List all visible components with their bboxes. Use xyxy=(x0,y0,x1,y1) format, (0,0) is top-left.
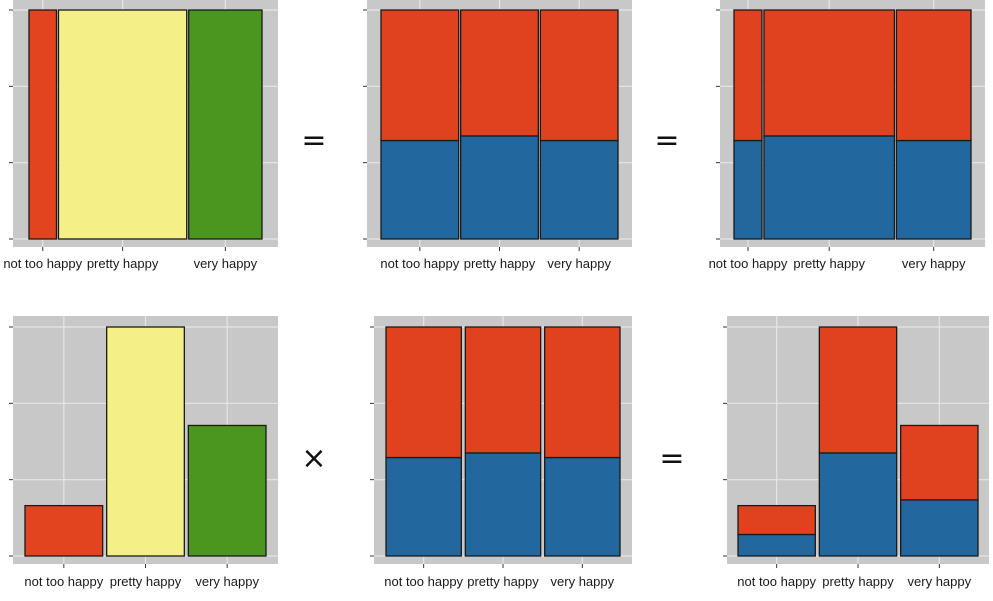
bottom-middle-x-tick-label: pretty happy xyxy=(467,574,539,589)
bottom-right-x-tick-label: not too happy xyxy=(737,574,816,589)
bottom-left-bar-all-very-happy xyxy=(187,424,267,557)
top-right-bar-top-very-happy xyxy=(895,9,972,142)
top-middle-bar-top-not-too-happy xyxy=(380,9,460,142)
bottom-left-bar-all-pretty-happy xyxy=(106,326,185,557)
top-right-bar-bottom-very-happy xyxy=(895,139,972,240)
top-right-x-tick-label: not too happy xyxy=(709,256,788,271)
bottom-left-x-tick-label: not too happy xyxy=(24,574,103,589)
top-left-x-tick-label: not too happy xyxy=(3,256,82,271)
bottom-middle-bar-bottom-not-too-happy xyxy=(385,456,462,557)
top-left-bar-all-very-happy xyxy=(188,9,263,240)
top-right-bar-bottom-pretty-happy xyxy=(763,135,896,240)
bottom-left-x-tick-label: pretty happy xyxy=(110,574,182,589)
top-right-x-tick-label: very happy xyxy=(902,256,966,271)
top-middle-bar-bottom-not-too-happy xyxy=(380,139,460,240)
operator-bottom-first: × xyxy=(301,441,326,476)
bottom-middle-x-tick-label: not too happy xyxy=(384,574,463,589)
top-right-bar-bottom-not-too-happy xyxy=(733,139,763,240)
bottom-left-x-tick-label: very happy xyxy=(195,574,259,589)
top-middle-bar-bottom-pretty-happy xyxy=(460,135,539,240)
bottom-right-bar-bottom-not-too-happy xyxy=(737,533,816,557)
top-right-bar-top-pretty-happy xyxy=(763,9,896,137)
bottom-right-bar-bottom-very-happy xyxy=(900,499,979,557)
bottom-right-x-tick-label: pretty happy xyxy=(822,574,894,589)
top-right-x-tick-label: pretty happy xyxy=(793,256,865,271)
top-middle-bar-bottom-very-happy xyxy=(539,139,619,240)
bottom-left-bar-all-not-too-happy xyxy=(24,504,104,557)
top-middle-x-tick-label: pretty happy xyxy=(464,256,536,271)
top-middle-x-tick-label: not too happy xyxy=(380,256,459,271)
bottom-middle-bar-top-pretty-happy xyxy=(464,326,542,454)
bottom-middle-x-tick-label: very happy xyxy=(551,574,615,589)
bottom-right-bar-top-not-too-happy xyxy=(737,504,816,536)
top-left-bar-all-not-too-happy xyxy=(28,9,58,240)
bottom-right-bar-top-very-happy xyxy=(900,424,979,501)
operator-top-second: = xyxy=(654,123,679,158)
bottom-middle-bar-top-not-too-happy xyxy=(385,326,462,459)
top-left-x-tick-label: very happy xyxy=(194,256,258,271)
bottom-middle-bar-bottom-pretty-happy xyxy=(464,452,542,557)
top-left-bar-all-pretty-happy xyxy=(57,9,188,240)
operator-bottom-second: = xyxy=(659,441,684,476)
bottom-right-bar-top-pretty-happy xyxy=(818,326,898,454)
top-middle-bar-top-pretty-happy xyxy=(460,9,539,137)
operator-top-first: = xyxy=(301,123,326,158)
bottom-right-bar-bottom-pretty-happy xyxy=(818,452,898,557)
top-middle-bar-top-very-happy xyxy=(539,9,619,142)
top-right-bar-top-not-too-happy xyxy=(733,9,763,142)
bottom-right-x-tick-label: very happy xyxy=(908,574,972,589)
bottom-middle-bar-bottom-very-happy xyxy=(544,456,621,557)
top-middle-x-tick-label: very happy xyxy=(547,256,611,271)
bottom-middle-bar-top-very-happy xyxy=(544,326,621,459)
top-left-x-tick-label: pretty happy xyxy=(87,256,159,271)
